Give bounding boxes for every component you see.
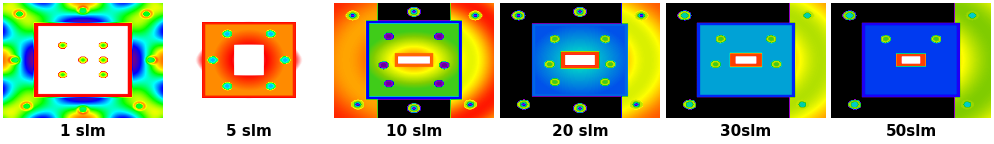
Text: 1 slm: 1 slm <box>60 124 105 139</box>
Text: 5 slm: 5 slm <box>226 124 271 139</box>
Text: 10 slm: 10 slm <box>386 124 442 139</box>
Text: 20 slm: 20 slm <box>552 124 608 139</box>
Text: 50slm: 50slm <box>886 124 936 139</box>
Text: 30slm: 30slm <box>720 124 771 139</box>
